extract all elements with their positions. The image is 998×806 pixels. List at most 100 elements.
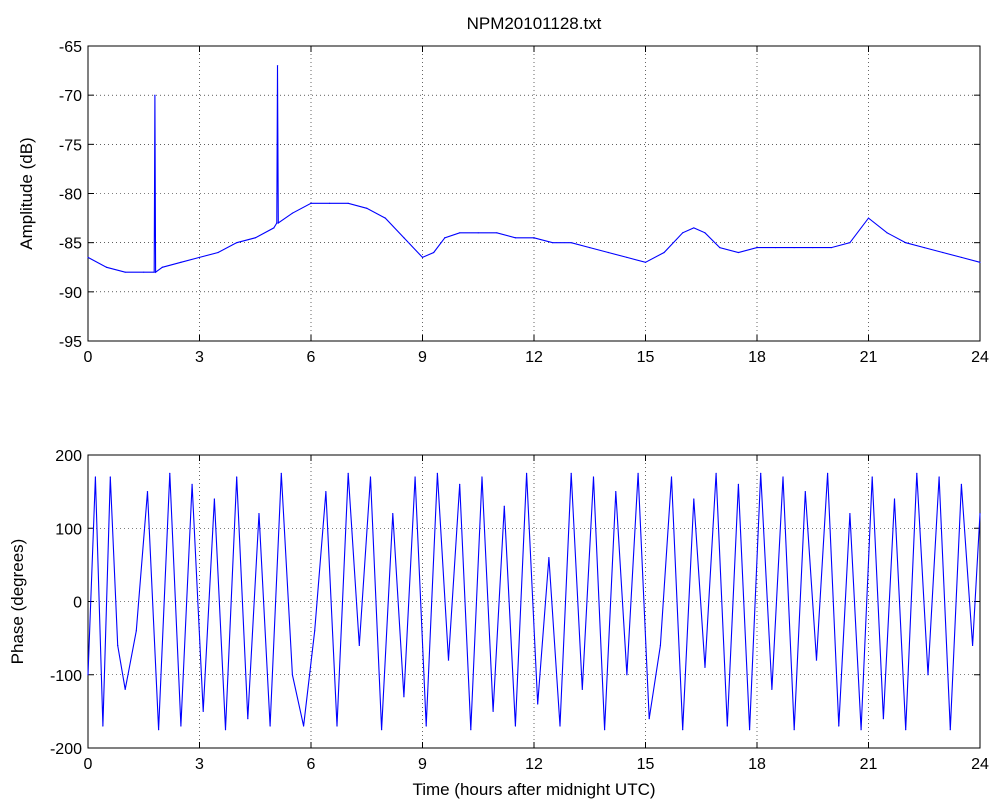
axes-frame	[87, 454, 981, 749]
data-point	[236, 242, 238, 244]
data-point	[533, 237, 535, 239]
data-point	[124, 688, 126, 691]
data-point	[433, 251, 435, 254]
data-point	[153, 271, 155, 273]
data-point	[269, 725, 271, 727]
x-tick-label: 3	[195, 756, 204, 773]
data-point	[276, 65, 279, 67]
data-point	[366, 207, 368, 209]
data-point	[644, 261, 647, 263]
data-point	[291, 674, 294, 676]
data-point	[369, 476, 372, 478]
x-tick-label: 9	[418, 349, 427, 366]
data-point	[581, 688, 583, 691]
data-point	[793, 246, 795, 249]
data-point	[347, 472, 349, 474]
data-point	[615, 491, 617, 493]
data-point	[436, 472, 438, 474]
data-point	[804, 491, 806, 493]
data-point	[551, 242, 554, 244]
data-point	[146, 491, 149, 493]
data-point	[979, 513, 981, 515]
data-point	[213, 498, 215, 500]
data-point	[117, 644, 119, 647]
data-point	[905, 729, 907, 731]
data-point	[663, 251, 665, 254]
x-axis-label: Time (hours after midnight UTC)	[412, 780, 655, 799]
data-point	[87, 674, 89, 676]
y-tick-label: -85	[59, 236, 82, 253]
data-point	[158, 729, 160, 731]
x-tick-label: 6	[307, 756, 316, 773]
data-point	[548, 556, 550, 559]
data-point	[277, 222, 279, 224]
y-tick-label: -75	[59, 137, 82, 154]
y-tick-label: 200	[55, 448, 82, 465]
data-point	[604, 729, 606, 731]
data-point	[659, 644, 661, 647]
data-point	[87, 256, 89, 259]
data-point	[414, 476, 416, 478]
data-point	[830, 246, 832, 249]
data-point	[756, 246, 758, 249]
data-point	[570, 242, 572, 244]
data-point	[124, 271, 126, 273]
data-point	[960, 483, 963, 485]
data-point	[403, 696, 405, 698]
x-tick-label: 6	[307, 349, 316, 366]
data-point	[198, 256, 201, 259]
data-point	[860, 729, 862, 731]
data-point	[392, 513, 394, 515]
x-tick-label: 12	[525, 349, 543, 366]
data-point	[155, 271, 157, 273]
data-point	[726, 725, 728, 727]
y-tick-label: -100	[50, 668, 82, 685]
data-point	[217, 251, 219, 254]
data-point	[470, 729, 472, 731]
data-point	[782, 476, 784, 478]
data-point	[748, 729, 751, 731]
x-tick-label: 21	[860, 756, 878, 773]
data-point	[328, 202, 331, 204]
data-point	[670, 476, 673, 478]
data-point	[589, 246, 591, 249]
data-point	[135, 630, 137, 632]
data-point	[882, 718, 884, 720]
chart-title: NPM20101128.txt	[467, 14, 602, 33]
y-tick-label: -70	[59, 88, 82, 105]
data-point	[143, 271, 145, 273]
data-point	[693, 498, 695, 500]
data-point	[719, 246, 721, 249]
data-point	[525, 472, 528, 474]
data-point	[503, 505, 505, 507]
data-point	[425, 725, 427, 727]
data-point	[280, 472, 282, 474]
data-point	[682, 729, 684, 731]
data-point	[971, 644, 974, 647]
x-tick-label: 3	[195, 349, 204, 366]
data-point	[102, 725, 104, 727]
y-axis-label: Phase (degrees)	[8, 539, 27, 665]
data-point	[94, 476, 97, 478]
y-tick-label: -65	[59, 39, 82, 56]
x-tick-label: 24	[971, 349, 989, 366]
data-point	[905, 242, 907, 244]
data-point	[180, 725, 182, 727]
data-point	[447, 659, 450, 661]
x-tick-label: 18	[748, 756, 766, 773]
data-point	[459, 483, 461, 485]
y-tick-label: -95	[59, 334, 82, 351]
data-point	[715, 472, 717, 474]
data-point	[916, 472, 918, 474]
data-point	[325, 491, 327, 493]
data-point	[336, 725, 338, 727]
data-point	[276, 222, 278, 224]
data-point	[637, 472, 639, 474]
data-point	[109, 476, 111, 478]
data-point	[254, 237, 256, 239]
y-tick-label: 100	[55, 521, 82, 538]
data-point	[648, 718, 650, 720]
data-point	[224, 729, 227, 731]
data-point	[938, 476, 940, 478]
